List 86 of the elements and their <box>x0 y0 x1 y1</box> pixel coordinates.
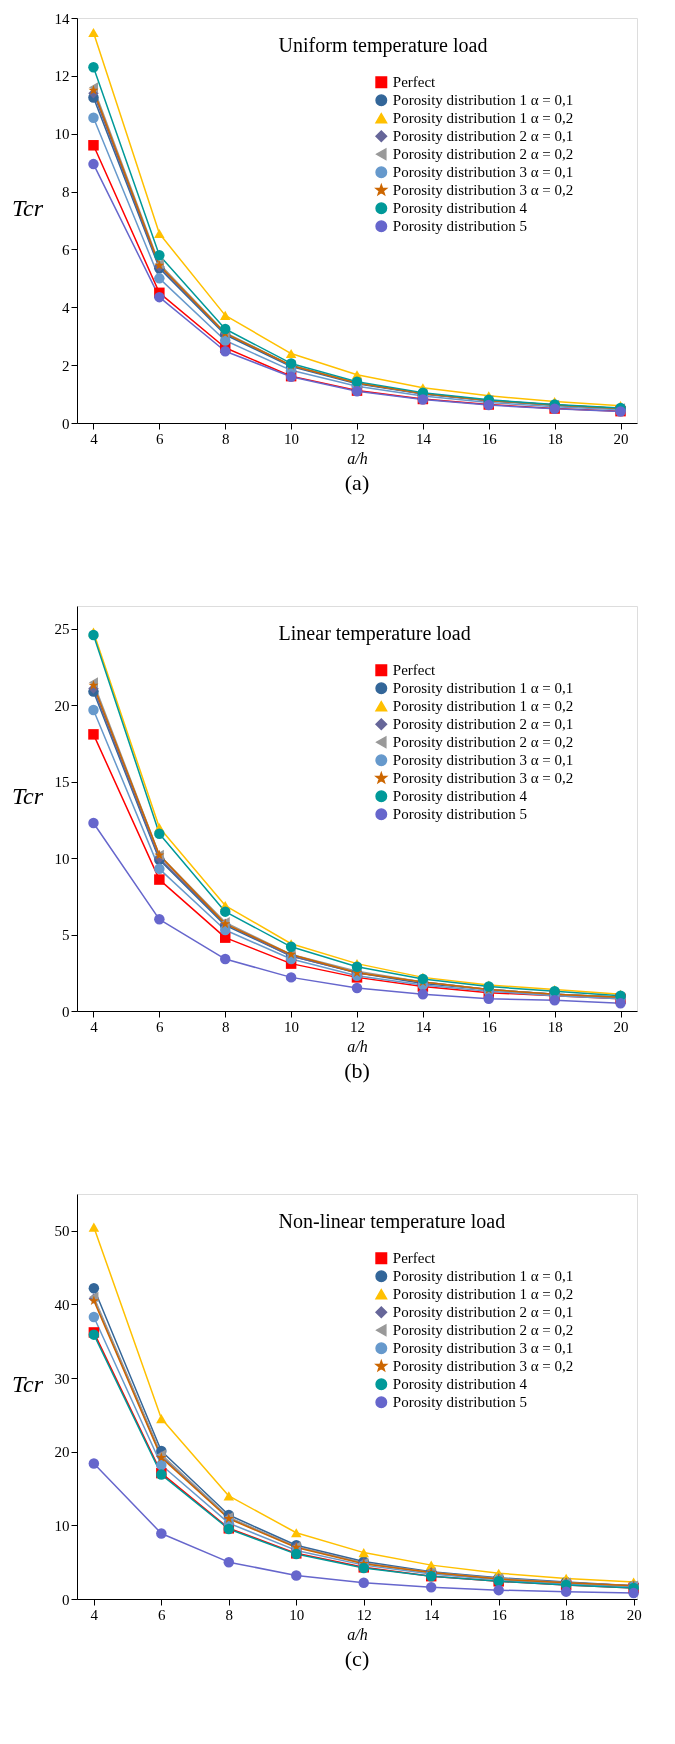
x-tick-label: 18 <box>547 1018 563 1035</box>
legend-label: Porosity distribution 1 α = 0,2 <box>392 698 574 715</box>
x-tick-label: 10 <box>284 430 300 447</box>
legend-label: Perfect <box>392 1250 437 1267</box>
x-axis-title: a/h <box>347 1625 368 1643</box>
y-tick-label: 20 <box>54 1444 70 1461</box>
legend-label: Porosity distribution 2 α = 0,1 <box>392 128 574 145</box>
y-tick-label: 30 <box>54 1370 70 1387</box>
x-tick-label: 16 <box>491 1606 508 1623</box>
y-axis-title: Tcr <box>11 195 44 221</box>
x-tick-label: 8 <box>225 1606 234 1623</box>
legend-label: Porosity distribution 3 α = 0,1 <box>392 1340 574 1357</box>
y-tick-label: 2 <box>62 357 70 374</box>
x-tick-label: 8 <box>221 430 230 447</box>
y-tick-label: 10 <box>54 850 70 867</box>
y-tick-label: 4 <box>62 299 70 316</box>
x-tick-label: 8 <box>221 1018 230 1035</box>
x-axis-title: a/h <box>347 1037 368 1055</box>
legend-label: Porosity distribution 3 α = 0,2 <box>392 770 574 787</box>
x-tick-label: 6 <box>158 1606 167 1623</box>
y-tick-label: 6 <box>62 241 70 258</box>
legend-label: Porosity distribution 3 α = 0,2 <box>392 182 574 199</box>
legend-label: Porosity distribution 4 <box>392 788 528 805</box>
legend-label: Porosity distribution 2 α = 0,1 <box>392 716 574 733</box>
text: (c) <box>344 1646 370 1671</box>
x-tick-label: 4 <box>90 1018 99 1035</box>
legend-label: Porosity distribution 3 α = 0,2 <box>392 1358 574 1375</box>
x-tick-label: 16 <box>481 430 498 447</box>
text: Uniform temperature load <box>278 34 488 57</box>
legend-label: Porosity distribution 1 α = 0,2 <box>392 1286 574 1303</box>
y-tick-label: 25 <box>54 621 70 638</box>
y-tick-label: 0 <box>62 415 70 432</box>
legend-label: Porosity distribution 4 <box>392 1376 528 1393</box>
legend-label: Porosity distribution 2 α = 0,2 <box>392 146 574 163</box>
legend-label: Porosity distribution 2 α = 0,1 <box>392 1304 574 1321</box>
legend-label: Perfect <box>392 74 437 91</box>
x-tick-label: 12 <box>350 430 365 447</box>
text: (b) <box>344 1058 370 1083</box>
x-tick-label: 14 <box>415 430 432 447</box>
x-tick-label: 20 <box>626 1606 642 1623</box>
x-tick-label: 10 <box>289 1606 305 1623</box>
legend-label: Porosity distribution 3 α = 0,1 <box>392 164 574 181</box>
x-tick-label: 6 <box>156 1018 165 1035</box>
x-tick-label: 12 <box>350 1018 365 1035</box>
x-tick-label: 18 <box>559 1606 575 1623</box>
legend-label: Porosity distribution 5 <box>392 806 527 823</box>
x-tick-label: 16 <box>481 1018 498 1035</box>
y-tick-label: 8 <box>62 184 70 201</box>
x-tick-label: 4 <box>90 1606 99 1623</box>
x-tick-label: 10 <box>284 1018 300 1035</box>
x-tick-label: 18 <box>547 430 563 447</box>
y-tick-label: 0 <box>62 1591 70 1608</box>
y-tick-label: 15 <box>54 774 70 791</box>
legend-label: Porosity distribution 2 α = 0,2 <box>392 1322 574 1339</box>
y-tick-label: 5 <box>62 927 70 944</box>
y-tick-label: 10 <box>54 126 70 143</box>
text: Linear temperature load <box>278 622 471 645</box>
y-tick-label: 12 <box>54 68 70 85</box>
legend-label: Porosity distribution 1 α = 0,1 <box>392 92 574 109</box>
text: Non-linear temperature load <box>278 1210 506 1233</box>
legend-label: Porosity distribution 1 α = 0,2 <box>392 110 574 127</box>
y-tick-label: 50 <box>54 1223 70 1240</box>
x-tick-label: 14 <box>415 1018 432 1035</box>
y-axis-title: Tcr <box>11 1371 44 1397</box>
legend-label: Porosity distribution 1 α = 0,1 <box>392 1268 574 1285</box>
text: (a) <box>344 470 370 495</box>
y-tick-label: 20 <box>54 697 70 714</box>
x-tick-label: 20 <box>613 430 629 447</box>
legend-label: Porosity distribution 2 α = 0,2 <box>392 734 574 751</box>
x-tick-label: 6 <box>156 430 165 447</box>
legend-label: Perfect <box>392 662 437 679</box>
x-tick-label: 14 <box>424 1606 440 1623</box>
x-tick-label: 12 <box>356 1606 372 1623</box>
legend-label: Porosity distribution 5 <box>392 1394 527 1411</box>
x-tick-label: 20 <box>613 1018 629 1035</box>
y-axis-title: Tcr <box>11 783 44 809</box>
y-tick-label: 0 <box>62 1003 70 1020</box>
legend-label: Porosity distribution 4 <box>392 200 528 217</box>
y-tick-label: 10 <box>54 1517 70 1534</box>
y-tick-label: 40 <box>54 1296 70 1313</box>
y-tick-label: 14 <box>54 10 70 27</box>
legend-label: Porosity distribution 1 α = 0,1 <box>392 680 574 697</box>
x-tick-label: 4 <box>90 430 99 447</box>
x-axis-title: a/h <box>347 449 368 467</box>
legend-label: Porosity distribution 3 α = 0,1 <box>392 752 574 769</box>
legend-label: Porosity distribution 5 <box>392 218 527 235</box>
